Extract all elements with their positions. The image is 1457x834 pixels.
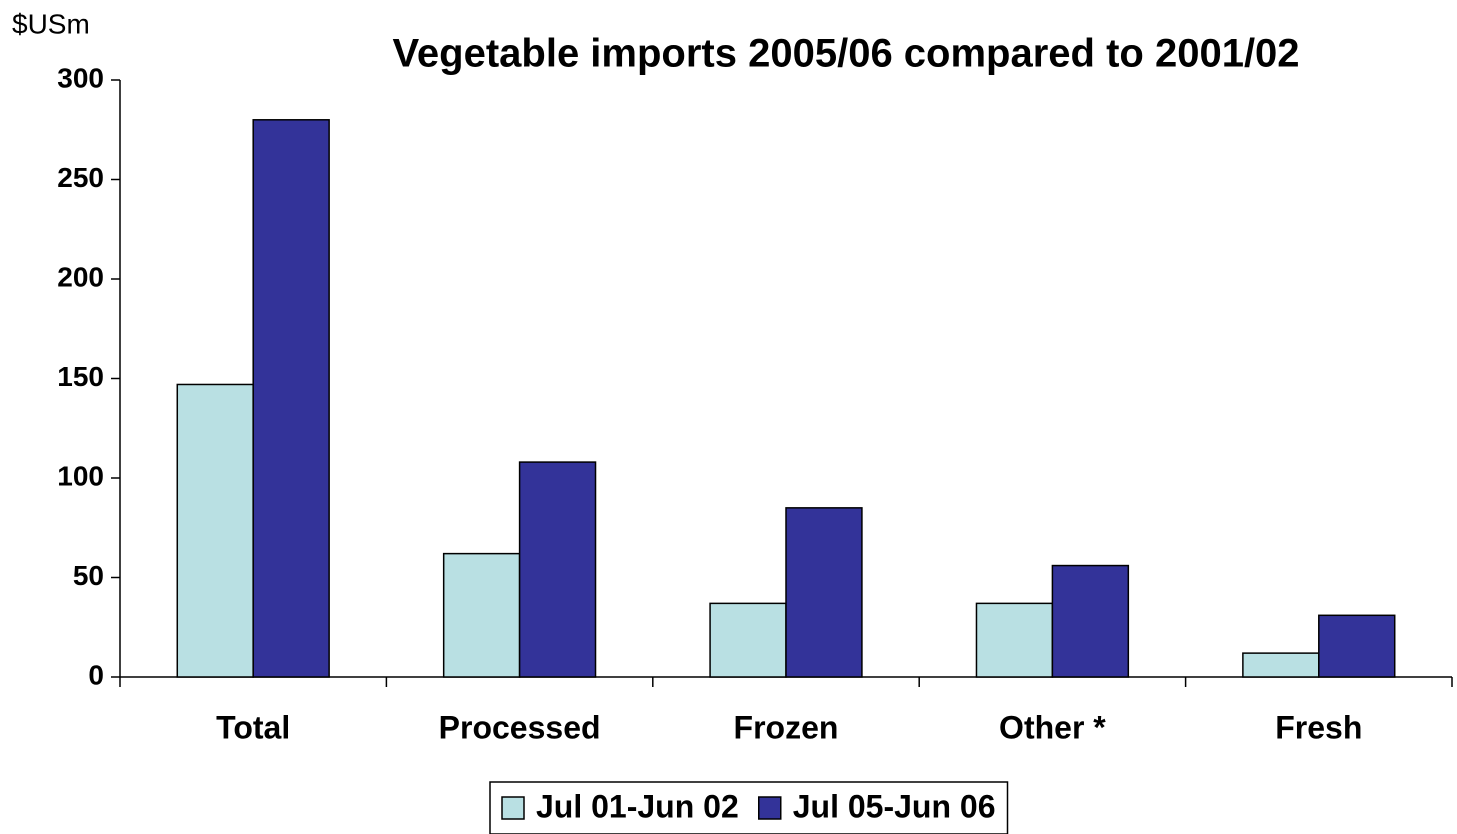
y-tick-label: 0 (88, 659, 104, 690)
legend-label: Jul 01-Jun 02 (536, 788, 739, 824)
y-tick-label: 50 (73, 560, 104, 591)
x-tick-label: Fresh (1275, 709, 1362, 745)
bar (1051, 564, 1130, 678)
bar (252, 119, 330, 678)
x-tick-label: Processed (439, 709, 601, 745)
x-tick-label: Total (216, 709, 290, 745)
y-tick-label: 200 (57, 261, 104, 292)
legend-swatch (758, 796, 782, 820)
y-tick-label: 150 (57, 361, 104, 392)
legend-swatch (501, 796, 525, 820)
y-tick-label: 100 (57, 460, 104, 491)
legend-box (489, 781, 1009, 834)
bar (518, 461, 597, 678)
x-tick-label: Other * (999, 709, 1106, 745)
x-tick-label: Frozen (734, 709, 839, 745)
bar (442, 552, 521, 678)
bar (785, 507, 863, 678)
chart-title: Vegetable imports 2005/06 compared to 20… (392, 32, 1299, 76)
bar (975, 602, 1054, 678)
legend-label: Jul 05-Jun 06 (793, 788, 996, 824)
y-tick-label: 250 (57, 162, 104, 193)
bar (176, 383, 254, 678)
bar (709, 602, 787, 678)
legend: Jul 01-Jun 02 Jul 05-Jun 06 (489, 781, 1009, 834)
bar (1318, 614, 1396, 678)
y-tick-label: 300 (57, 62, 104, 93)
bar (1242, 652, 1320, 678)
y-axis-label: $USm (12, 8, 90, 39)
